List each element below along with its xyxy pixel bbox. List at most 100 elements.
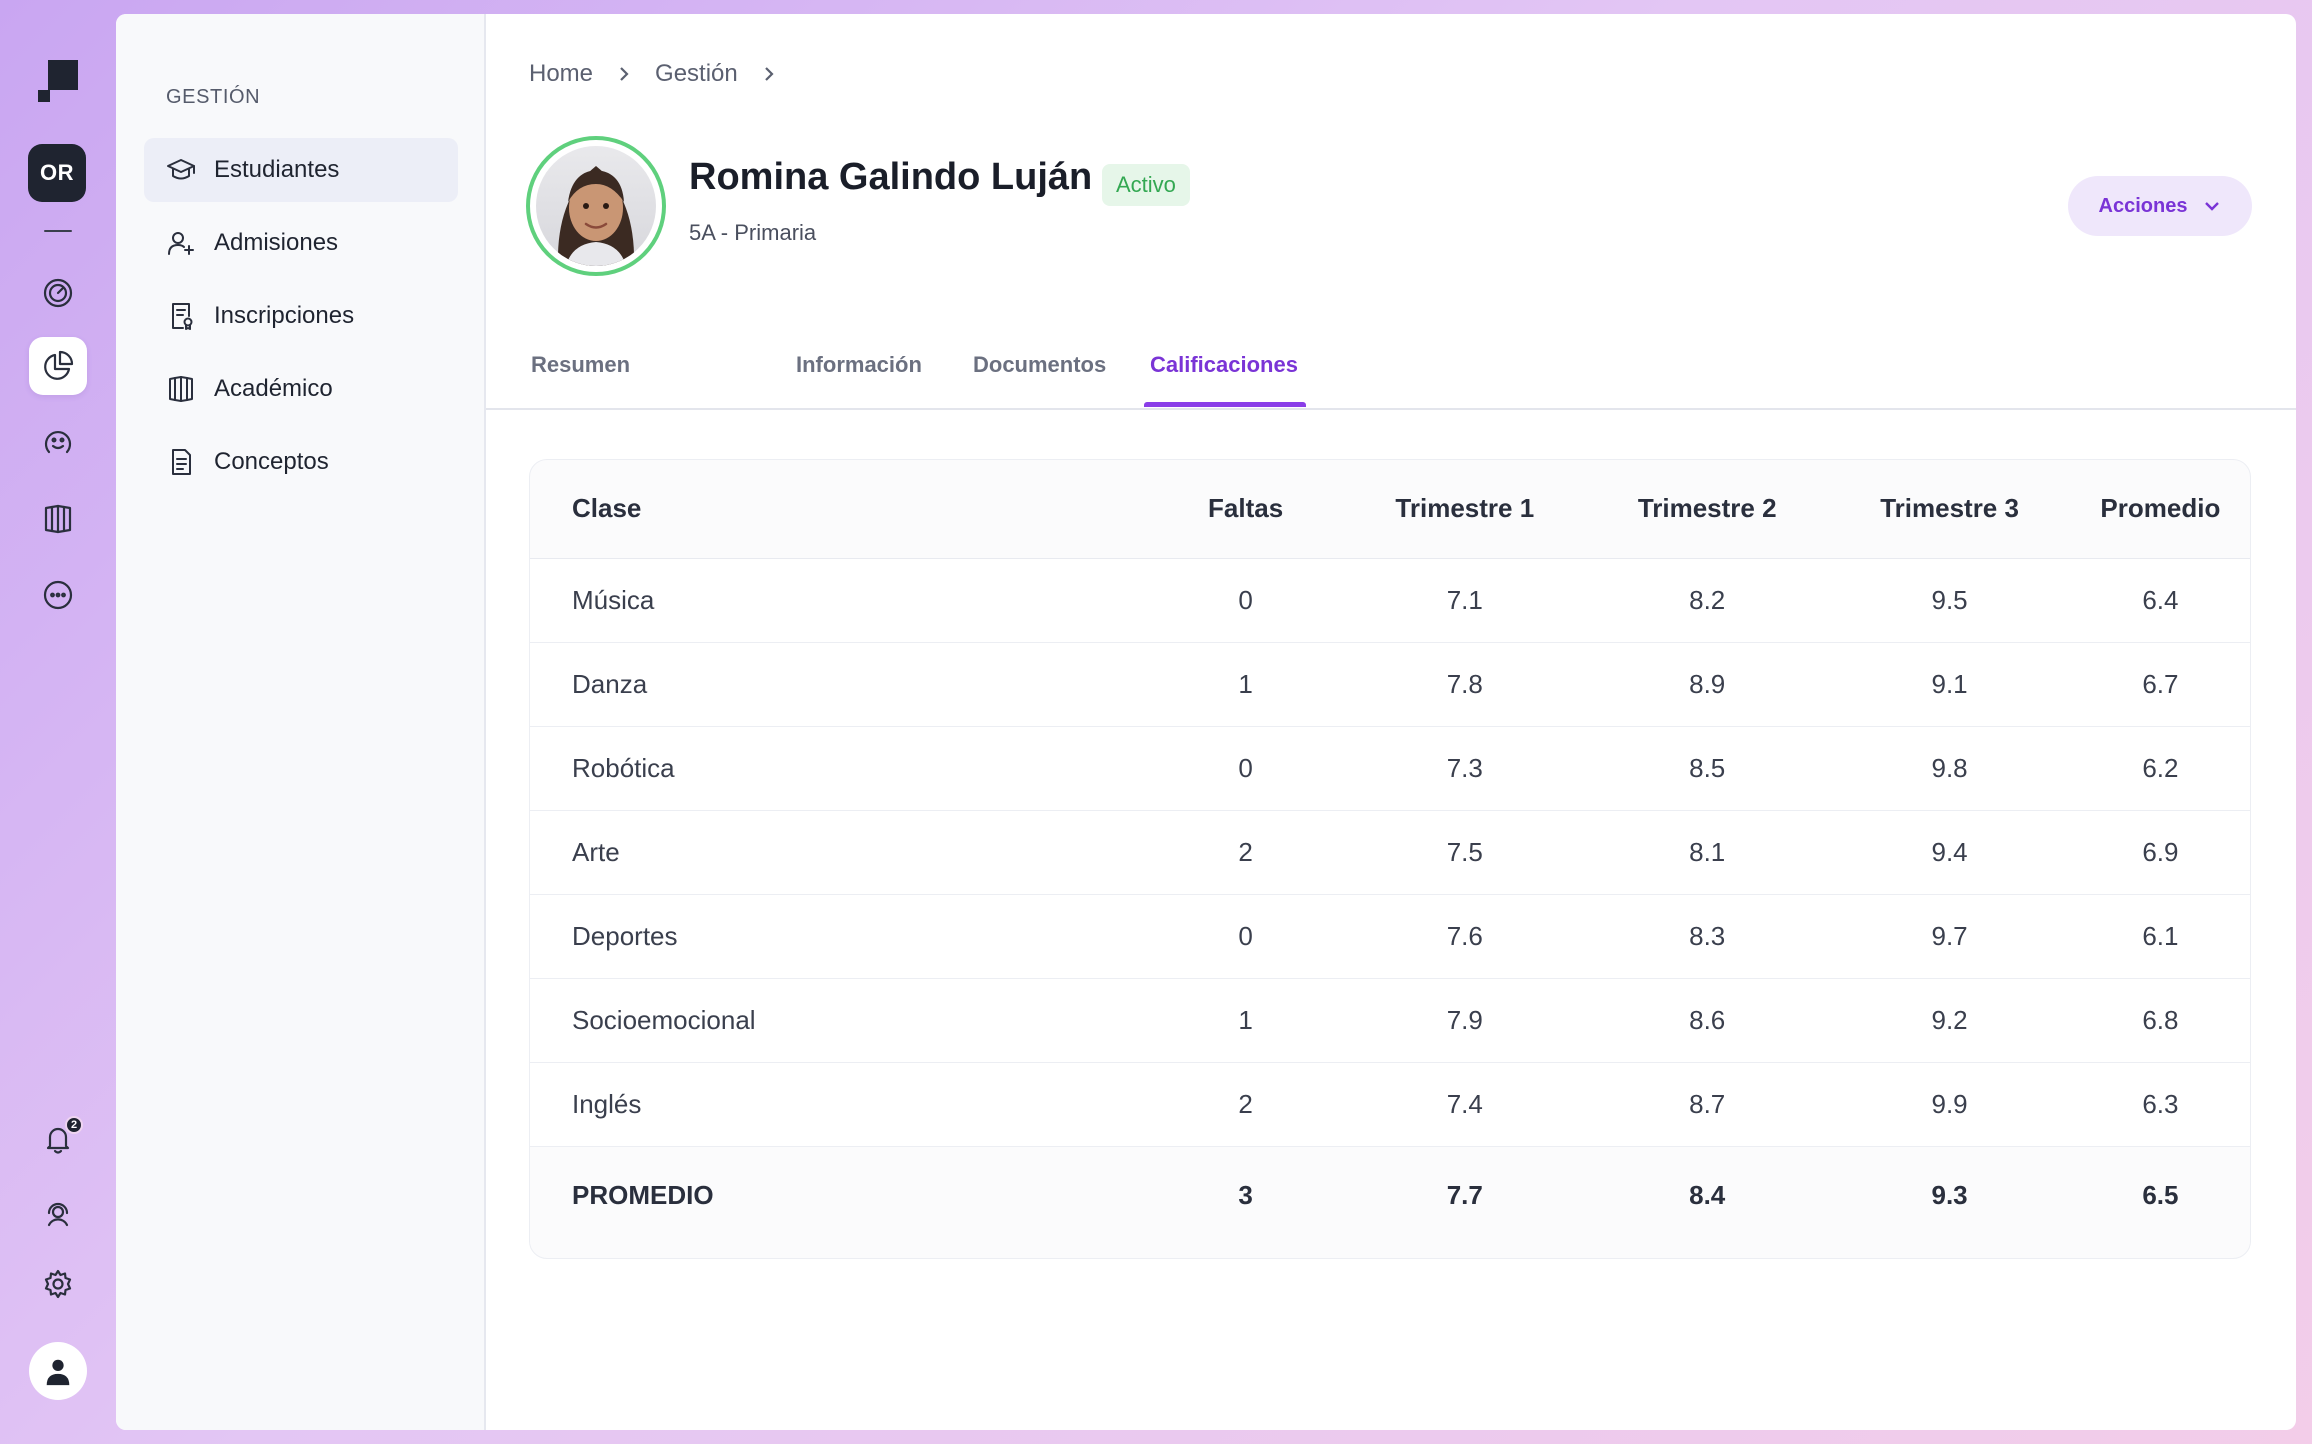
actions-label: Acciones — [2098, 194, 2188, 217]
cell-promedio: 6.4 — [2070, 558, 2250, 643]
cell-clase: Inglés — [530, 1062, 1148, 1147]
cell-trimestre-1: 7.4 — [1343, 1062, 1586, 1147]
rail-support[interactable] — [29, 1183, 87, 1241]
table-row: Deportes 0 7.6 8.3 9.7 6.1 — [530, 894, 2250, 979]
content: Home Gestión Romina Galindo Luján Activo… — [486, 14, 2296, 1430]
cell-trimestre-1: 7.3 — [1343, 726, 1586, 811]
main-panel: GESTIÓN Estudiantes Admisiones — [116, 14, 2296, 1430]
cell-trimestre-3: 9.1 — [1828, 642, 2071, 727]
rail-wellbeing[interactable] — [29, 414, 87, 472]
table-footer-row: PROMEDIO 3 7.7 8.4 9.3 6.5 — [530, 1146, 2250, 1244]
rail-library[interactable] — [29, 490, 87, 548]
table-row: Arte 2 7.5 8.1 9.4 6.9 — [530, 810, 2250, 895]
footer-trimestre-2: 8.4 — [1586, 1146, 1829, 1244]
cell-clase: Robótica — [530, 726, 1148, 811]
sidebar-item-label: Estudiantes — [214, 156, 340, 183]
cell-trimestre-3: 9.9 — [1828, 1062, 2071, 1147]
cell-faltas: 0 — [1147, 894, 1344, 979]
cell-trimestre-3: 9.7 — [1828, 894, 2071, 979]
column-header-faltas[interactable]: Faltas — [1147, 460, 1344, 559]
tab-documentos[interactable]: Documentos — [973, 352, 1107, 377]
user-plus-icon — [168, 232, 194, 255]
table-row: Inglés 2 7.4 8.7 9.9 6.3 — [530, 1062, 2250, 1147]
cell-faltas: 1 — [1147, 978, 1344, 1063]
cell-faltas: 0 — [1147, 558, 1344, 643]
chevron-down-icon — [2205, 202, 2220, 211]
breadcrumb-gestion[interactable]: Gestión — [655, 60, 738, 87]
chevron-right-icon — [620, 67, 629, 81]
cell-faltas: 2 — [1147, 810, 1344, 895]
gauge-icon — [43, 278, 73, 308]
cell-clase: Danza — [530, 642, 1148, 727]
sidebar-item-label: Conceptos — [214, 448, 329, 475]
cell-clase: Deportes — [530, 894, 1148, 979]
cell-faltas: 2 — [1147, 1062, 1344, 1147]
cell-trimestre-2: 8.9 — [1586, 642, 1829, 727]
cell-promedio: 6.7 — [2070, 642, 2250, 727]
cell-trimestre-2: 8.3 — [1586, 894, 1829, 979]
sidebar-item-academico[interactable]: Académico — [144, 357, 458, 421]
breadcrumb-home[interactable]: Home — [529, 60, 594, 87]
tab-informacion[interactable]: Información — [796, 352, 922, 377]
library-icon — [169, 376, 193, 402]
cell-clase: Socioemocional — [530, 978, 1148, 1063]
workspace-avatar[interactable]: OR — [28, 144, 86, 202]
column-header-trimestre-1[interactable]: Trimestre 1 — [1343, 460, 1586, 559]
graduation-cap-icon — [167, 159, 195, 180]
rail-settings[interactable] — [29, 1255, 87, 1313]
table-row: Música 0 7.1 8.2 9.5 6.4 — [530, 558, 2250, 643]
cell-promedio: 6.3 — [2070, 1062, 2250, 1147]
tab-calificaciones[interactable]: Calificaciones — [1150, 352, 1298, 377]
column-header-trimestre-2[interactable]: Trimestre 2 — [1586, 460, 1829, 559]
cell-trimestre-2: 8.2 — [1586, 558, 1829, 643]
cell-clase: Música — [530, 558, 1148, 643]
sidebar-item-inscripciones[interactable]: Inscripciones — [144, 284, 458, 348]
status-badge: Activo — [1102, 164, 1190, 206]
actions-button[interactable]: Acciones — [2068, 176, 2252, 236]
rail-dashboard[interactable] — [29, 264, 87, 322]
student-grade: 5A - Primaria — [689, 220, 817, 245]
footer-label: PROMEDIO — [530, 1146, 1148, 1244]
cell-promedio: 6.8 — [2070, 978, 2250, 1063]
cell-trimestre-2: 8.7 — [1586, 1062, 1829, 1147]
student-portrait — [557, 166, 635, 266]
table-row: Danza 1 7.8 8.9 9.1 6.7 — [530, 642, 2250, 727]
tab-resumen[interactable]: Resumen — [531, 352, 631, 377]
cell-trimestre-2: 8.5 — [1586, 726, 1829, 811]
rail-reports[interactable] — [29, 337, 87, 395]
breadcrumb: Home Gestión — [529, 60, 778, 88]
sidebar-item-estudiantes[interactable]: Estudiantes — [144, 138, 458, 202]
rail-notifications[interactable]: 2 — [29, 1110, 87, 1168]
column-header-clase[interactable]: Clase — [530, 460, 1148, 559]
footer-promedio: 6.5 — [2070, 1146, 2250, 1244]
user-avatar[interactable] — [29, 1342, 87, 1400]
bell-icon — [46, 1127, 70, 1154]
gear-icon — [44, 1269, 72, 1299]
cell-trimestre-1: 7.5 — [1343, 810, 1586, 895]
support-agent-icon — [47, 1202, 69, 1227]
sidebar-heading: GESTIÓN — [166, 86, 261, 108]
cell-faltas: 0 — [1147, 726, 1344, 811]
sidebar-item-conceptos[interactable]: Conceptos — [144, 430, 458, 494]
cell-promedio: 6.1 — [2070, 894, 2250, 979]
chevron-right-icon — [764, 67, 774, 81]
app-logo[interactable] — [34, 56, 82, 104]
footer-trimestre-3: 9.3 — [1828, 1146, 2071, 1244]
student-photo — [526, 136, 666, 276]
chat-icon — [43, 580, 73, 610]
rail-messages[interactable] — [29, 566, 87, 624]
notification-badge: 2 — [65, 1116, 83, 1134]
table-header-row: Clase Faltas Trimestre 1 Trimestre 2 Tri… — [530, 460, 2250, 559]
footer-faltas: 3 — [1147, 1146, 1344, 1244]
cell-clase: Arte — [530, 810, 1148, 895]
cell-trimestre-1: 7.6 — [1343, 894, 1586, 979]
column-header-promedio[interactable]: Promedio — [2070, 460, 2250, 559]
app-rail: OR — [0, 0, 116, 1444]
column-header-trimestre-3[interactable]: Trimestre 3 — [1828, 460, 2071, 559]
footer-trimestre-1: 7.7 — [1343, 1146, 1586, 1244]
document-badge-icon — [172, 303, 193, 330]
user-icon — [46, 1359, 70, 1386]
cell-trimestre-1: 7.8 — [1343, 642, 1586, 727]
cell-promedio: 6.9 — [2070, 810, 2250, 895]
sidebar-item-admisiones[interactable]: Admisiones — [144, 211, 458, 275]
